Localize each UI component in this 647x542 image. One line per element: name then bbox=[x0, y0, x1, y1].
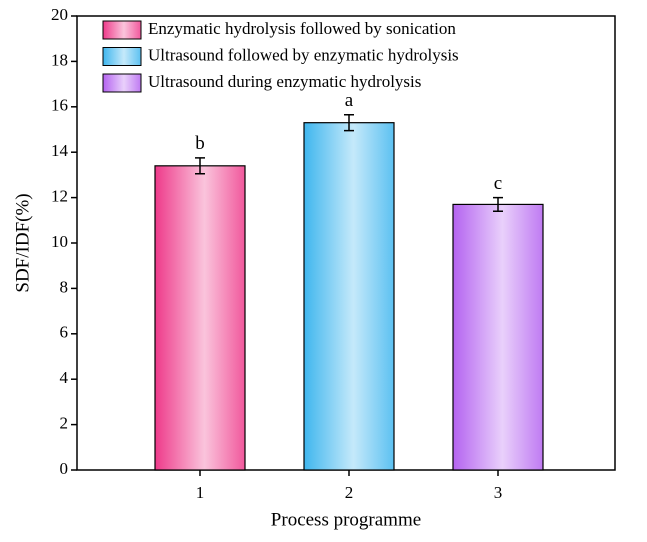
legend-label: Ultrasound followed by enzymatic hydroly… bbox=[148, 45, 459, 64]
y-tick-label: 14 bbox=[51, 141, 69, 160]
error-bar bbox=[344, 113, 354, 132]
error-bar bbox=[493, 196, 503, 212]
x-tick-label: 3 bbox=[494, 483, 503, 502]
bar bbox=[452, 203, 544, 471]
y-tick-label: 6 bbox=[60, 323, 69, 342]
y-tick-label: 8 bbox=[60, 277, 69, 296]
y-tick-label: 12 bbox=[51, 187, 68, 206]
y-tick-label: 20 bbox=[51, 5, 68, 24]
legend-swatch bbox=[102, 47, 142, 66]
x-axis-label: Process programme bbox=[271, 509, 421, 530]
y-tick-label: 18 bbox=[51, 50, 68, 69]
y-tick-label: 0 bbox=[60, 459, 69, 478]
significance-letter: b bbox=[195, 133, 205, 154]
y-tick-label: 2 bbox=[60, 414, 69, 433]
y-tick-label: 4 bbox=[60, 368, 69, 387]
y-tick-label: 16 bbox=[51, 96, 68, 115]
significance-letter: c bbox=[494, 173, 502, 194]
legend-swatch bbox=[102, 20, 142, 40]
x-tick-label: 2 bbox=[345, 483, 354, 502]
bar bbox=[154, 165, 246, 471]
y-tick-label: 10 bbox=[51, 232, 68, 251]
y-axis-label: SDF/IDF(%) bbox=[12, 193, 33, 292]
error-bar bbox=[195, 157, 205, 175]
legend-label: Enzymatic hydrolysis followed by sonicat… bbox=[148, 19, 456, 38]
x-tick-label: 1 bbox=[196, 483, 205, 502]
legend-label: Ultrasound during enzymatic hydrolysis bbox=[148, 72, 421, 91]
significance-letter: a bbox=[345, 90, 354, 111]
legend-swatch bbox=[102, 73, 142, 93]
bar bbox=[303, 122, 395, 471]
